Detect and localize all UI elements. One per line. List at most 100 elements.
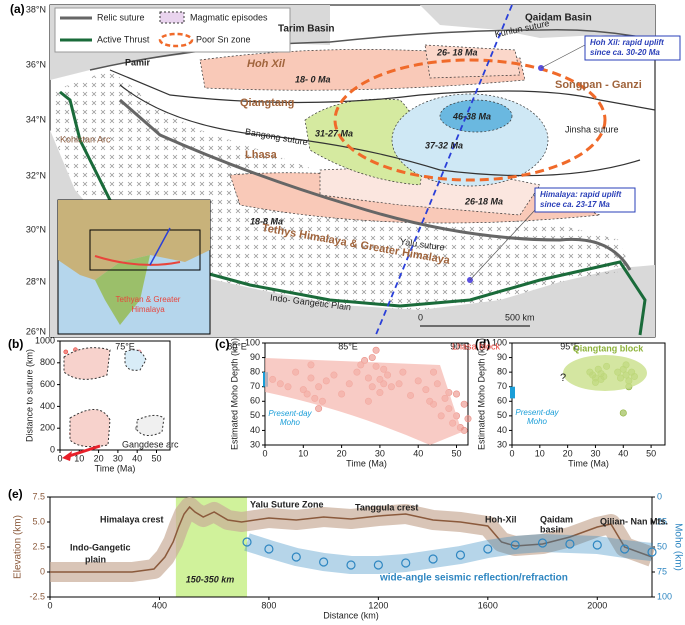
moho-point	[565, 539, 575, 549]
yalu-suture	[119, 98, 632, 271]
annotation: Tanggula crest	[355, 502, 418, 512]
annotation: Present-day	[515, 408, 559, 417]
jinsha-suture	[109, 69, 656, 111]
map-label: Tarim Basin	[278, 24, 335, 35]
x-tick-label: 30	[113, 453, 123, 463]
inset-india	[95, 255, 150, 325]
y-tick-label: 1000	[35, 335, 55, 345]
chart: (e)0 400 800 1200 1600 2000-2.502.55.07.5 0255…	[8, 487, 683, 620]
inset-label: Tethyan & Greater	[116, 295, 181, 304]
point	[63, 349, 69, 355]
y-axis-label: Estimated Moho Depth (km)	[229, 338, 239, 450]
point	[315, 405, 323, 413]
y-axis-label: Elevation (km)	[13, 515, 24, 579]
cluster-hull	[63, 347, 111, 380]
moho-point	[510, 540, 520, 550]
x-axis-label: Time (Ma)	[346, 458, 387, 468]
lon-label: 90°E	[450, 341, 470, 351]
x-axis-label: Time (Ma)	[95, 463, 136, 473]
y-tick-label: 2.5	[32, 541, 45, 551]
legend-label: Relic suture	[97, 12, 145, 22]
map-label: 31-27 Ma	[315, 128, 353, 138]
x-tick-label: 10	[535, 448, 545, 458]
x-tick-label: 50	[646, 448, 656, 458]
panel-label: (b)	[8, 337, 23, 351]
cluster-hull	[124, 349, 147, 371]
annotation: Present-day	[268, 409, 312, 418]
y-tick-label: 80	[497, 367, 507, 377]
moho-point	[537, 538, 548, 548]
y2-tick-label: 100	[657, 591, 672, 601]
lat-label: 30°N	[26, 224, 46, 234]
annotation: Qiangtang block	[573, 343, 645, 353]
panel-label: (a)	[10, 2, 25, 16]
cluster-hull	[69, 409, 111, 448]
y-tick-label: 7.5	[32, 491, 45, 501]
point	[368, 354, 376, 362]
annotation: 150-350 km	[186, 574, 235, 584]
x-tick-label: 20	[563, 448, 573, 458]
x-tick-label: 30	[590, 448, 600, 458]
lon-label: 85°E	[338, 341, 358, 351]
y-tick-label: 40	[497, 425, 507, 435]
legend-label: Poor Sn zone	[196, 34, 251, 44]
cluster-hull	[136, 414, 165, 436]
point	[460, 400, 468, 408]
lat-label: 28°N	[26, 276, 46, 286]
y-tick-label: 600	[40, 379, 55, 389]
point	[464, 415, 472, 423]
map-label: 18- 0 Ma	[295, 74, 331, 84]
moho-point	[455, 550, 466, 560]
x-tick-label: 10	[298, 448, 308, 458]
moho-point	[428, 554, 438, 564]
legend-swatch	[158, 32, 194, 48]
lat-label: 26°N	[26, 326, 46, 336]
annotation: plain	[85, 554, 106, 564]
arrow	[65, 444, 101, 459]
active-thrust	[59, 90, 647, 336]
x-tick-label: 20	[337, 448, 347, 458]
trend-band	[265, 358, 462, 445]
y-tick-label: 90	[497, 352, 507, 362]
moho-point	[483, 544, 493, 554]
y-tick-label: 30	[250, 439, 260, 449]
x-tick-label: 2000	[587, 600, 607, 610]
legend-box	[54, 7, 291, 53]
y-tick-label: 200	[40, 423, 55, 433]
moho-point	[319, 557, 329, 567]
chart: (d) 0 10 20 30 40 50 30 40 50 60 70 80 90 100 Time (Ma)…	[475, 337, 666, 468]
charts: Gangdese arc Lhasa block Present-day Moh…	[62, 341, 668, 584]
x-axis-label: Distance (km)	[323, 610, 379, 620]
y-tick-label: 100	[245, 337, 260, 347]
map-label: 18-8 Ma	[250, 216, 283, 226]
callout-box	[534, 187, 636, 213]
x-tick-label: 40	[618, 448, 628, 458]
magmatic-46-38	[439, 99, 513, 133]
annotation: Hoh-Xil	[485, 514, 517, 524]
annotation: Qilian- Nan Mts.	[600, 516, 668, 526]
map-label: 26-18 Ma	[464, 196, 503, 206]
map: Relic suture Active Thrust Magmatic epis…	[10, 2, 681, 351]
y-tick-label: 400	[40, 401, 55, 411]
map-label: Songpan - Ganzi	[555, 79, 642, 91]
y2-tick-label: 0	[657, 491, 662, 501]
moho-point	[264, 544, 274, 554]
annotation: Qaidam	[540, 514, 573, 524]
y-tick-label: 80	[250, 367, 260, 377]
map-label: Kohistan Arc	[60, 134, 111, 144]
moho-point	[346, 560, 356, 570]
y2-axis-label: Moho (km)	[672, 523, 683, 571]
lat-label: 32°N	[26, 170, 46, 180]
present-day-moho	[510, 386, 515, 399]
lat-label: 34°N	[26, 114, 46, 124]
y-tick-label: 30	[497, 439, 507, 449]
panel-label: (c)	[215, 337, 230, 351]
plot-frame	[264, 342, 469, 446]
x-tick-label: 800	[261, 600, 276, 610]
panel-label: (e)	[8, 487, 23, 501]
map-label: Hoh Xil	[247, 58, 286, 70]
map-label: Qiangtang	[240, 97, 294, 109]
y-tick-label: 800	[40, 357, 55, 367]
annotation: basin	[540, 524, 564, 534]
y-tick-label: 5.0	[32, 516, 45, 526]
